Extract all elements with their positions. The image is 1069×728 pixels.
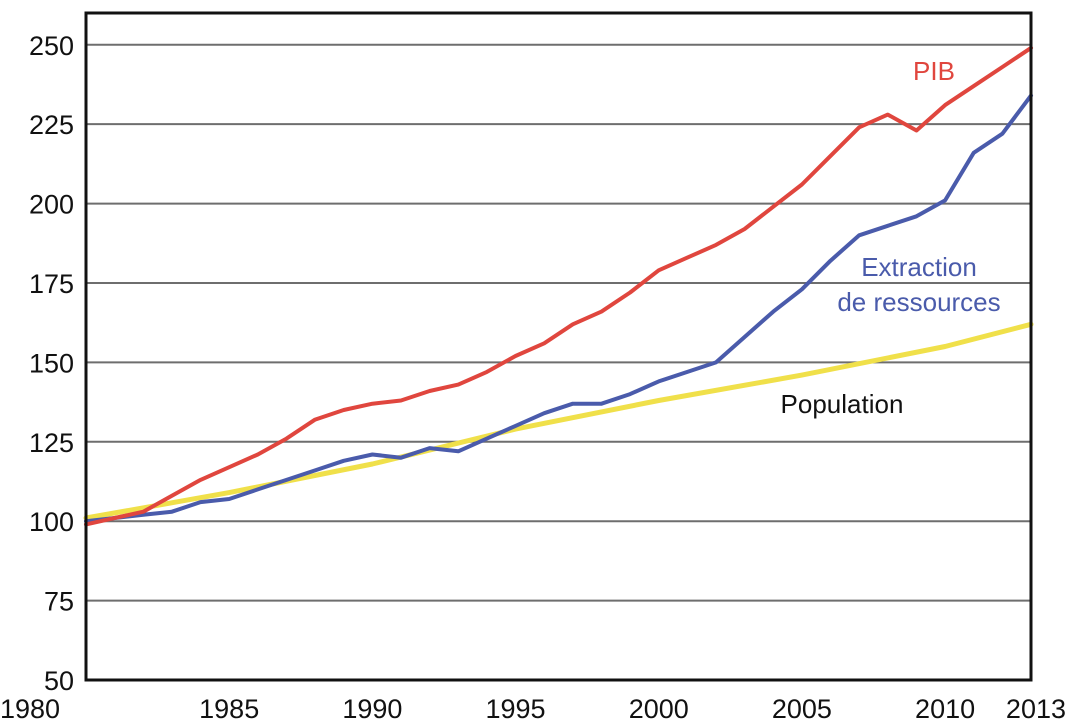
x-tick-label-1980: 1980: [0, 694, 60, 724]
x-tick-label-1985: 1985: [199, 694, 259, 724]
x-tick-label-2013: 2013: [1006, 694, 1066, 724]
x-tick-label-1995: 1995: [486, 694, 546, 724]
y-tick-label-200: 200: [29, 190, 74, 220]
x-tick-label-1990: 1990: [342, 694, 402, 724]
series-line-population: [83, 321, 1034, 521]
grid-lines: [86, 43, 1031, 602]
plot-frame: [84, 11, 1033, 682]
y-tick-label-225: 225: [29, 110, 74, 140]
y-tick-label-50: 50: [44, 666, 74, 696]
y-tick-label-100: 100: [29, 507, 74, 537]
x-axis: 1980 1985 1990 1995 2000 2005 2010 2013: [0, 694, 1066, 724]
series-label-population: Population: [781, 389, 904, 419]
y-tick-label-150: 150: [29, 348, 74, 378]
y-axis: 50 75 100 125 150 175 200 225 250: [29, 31, 74, 696]
y-tick-label-125: 125: [29, 428, 74, 458]
x-tick-label-2005: 2005: [772, 694, 832, 724]
series-label-pib: PIB: [913, 56, 955, 86]
y-tick-label-250: 250: [29, 31, 74, 61]
series-line-extraction-de-ressources: [84, 93, 1033, 524]
x-tick-label-2000: 2000: [629, 694, 689, 724]
series-label-extraction-de-ressources: Extraction de ressources: [837, 252, 1000, 317]
x-tick-label-2010: 2010: [915, 694, 975, 724]
y-tick-label-75: 75: [44, 587, 74, 617]
y-tick-label-175: 175: [29, 269, 74, 299]
series-line-pib: [84, 45, 1033, 527]
series-labels: PIB Extraction de ressources Population: [781, 56, 1001, 419]
series-lines: [83, 45, 1034, 527]
